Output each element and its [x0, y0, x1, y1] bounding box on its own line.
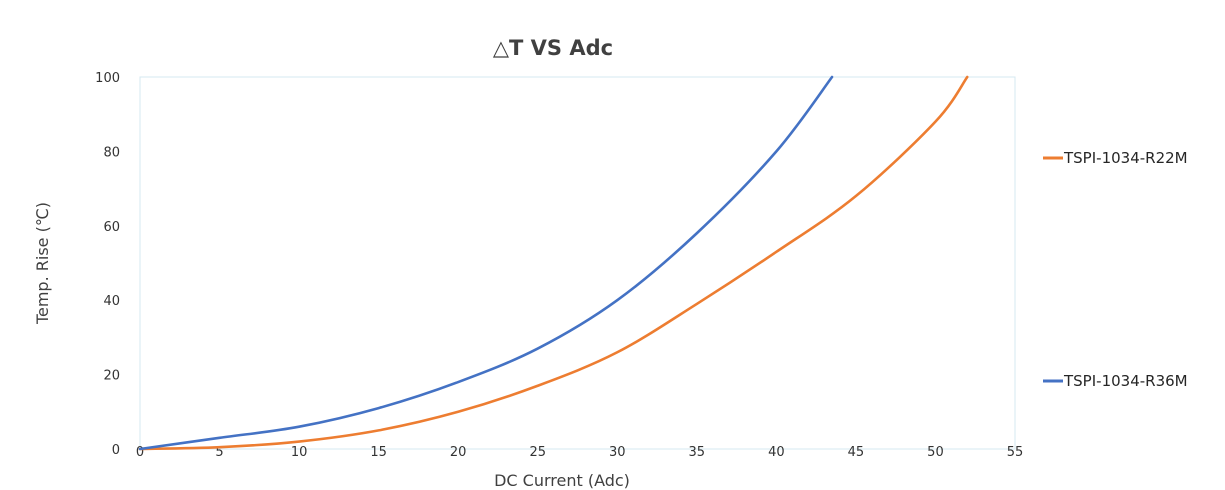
- y-tick-label: 20: [103, 369, 120, 384]
- x-tick-label: 25: [529, 445, 546, 460]
- x-tick-label: 5: [215, 445, 223, 460]
- x-tick-labels: 0 5 10 15 20 25 30 35 40 45 50 55: [136, 445, 1023, 460]
- legend-item: TSPI-1034-R22M: [1043, 149, 1188, 167]
- x-tick-label: 15: [370, 445, 387, 460]
- x-tick-label: 10: [291, 445, 308, 460]
- legend-label: TSPI-1034-R36M: [1063, 372, 1188, 390]
- y-tick-label: 60: [103, 220, 120, 235]
- x-tick-label: 55: [1007, 445, 1024, 460]
- x-axis-title: DC Current (Adc): [494, 471, 630, 490]
- y-tick-labels: 0 20 40 60 80 100: [95, 71, 120, 458]
- x-tick-label: 50: [927, 445, 944, 460]
- series-lines: [138, 75, 969, 451]
- chart-title: △T VS Adc: [493, 36, 613, 60]
- x-tick-label: 40: [768, 445, 785, 460]
- x-tick-label: 30: [609, 445, 626, 460]
- legend-item: TSPI-1034-R36M: [1043, 372, 1188, 390]
- y-tick-label: 0: [112, 443, 120, 458]
- series-line-1: [138, 75, 834, 451]
- legend: TSPI-1034-R22M TSPI-1034-R36M: [1043, 149, 1188, 390]
- series-line-0: [138, 75, 969, 451]
- x-tick-label: 0: [136, 445, 144, 460]
- y-tick-label: 80: [103, 145, 120, 160]
- x-tick-label: 45: [848, 445, 865, 460]
- legend-label: TSPI-1034-R22M: [1063, 149, 1188, 167]
- y-tick-label: 40: [103, 294, 120, 309]
- y-axis-title: Temp. Rise (℃): [33, 202, 52, 325]
- plot-area: [139, 76, 1016, 450]
- y-tick-label: 100: [95, 71, 120, 86]
- x-tick-label: 20: [450, 445, 467, 460]
- x-tick-label: 35: [689, 445, 706, 460]
